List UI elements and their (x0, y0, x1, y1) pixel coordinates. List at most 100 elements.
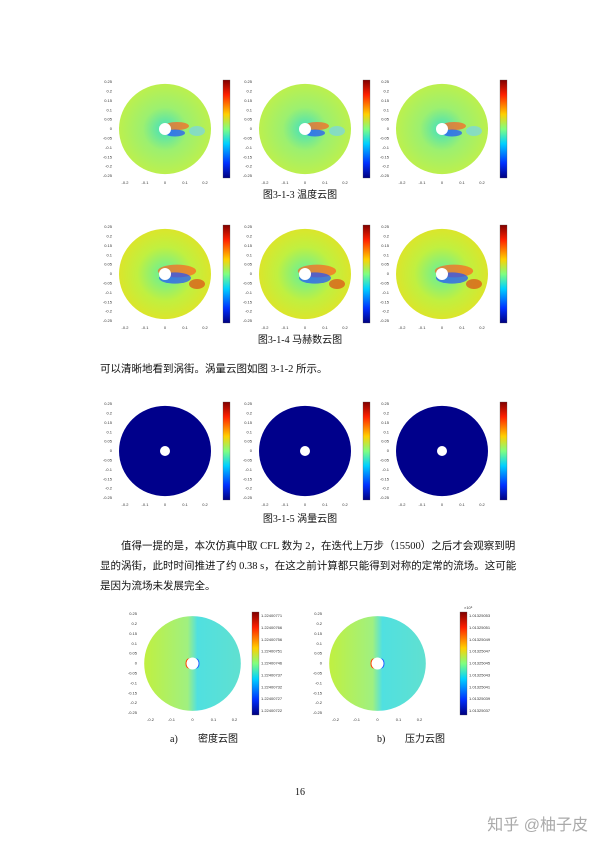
x-tick-label: 0.2 (417, 717, 423, 722)
body-text: 显的涡街，此时时间推进了约 0.38 s，在这之前计算都只能得到对称的定常的流场… (100, 559, 517, 572)
y-tick-label: -0.05 (243, 280, 253, 285)
colorbar (222, 401, 231, 501)
y-tick-label: -0.1 (382, 145, 390, 150)
y-tick-label: -0.05 (380, 457, 390, 462)
y-tick-label: 0.25 (129, 611, 138, 616)
x-tick-label: -0.1 (282, 325, 290, 330)
x-tick-label: 0.2 (202, 325, 208, 330)
subfigure-caption: 压力云图 (405, 732, 445, 745)
x-tick-label: 0.1 (322, 502, 328, 507)
figure-caption: 图3-1-5 涡量云图 (263, 513, 337, 525)
x-tick-label: 0 (304, 325, 307, 330)
y-tick-label: -0.2 (245, 309, 253, 314)
x-tick-label: 0.1 (459, 502, 465, 507)
colorbar-label: 1.22400746 (261, 661, 283, 666)
y-tick-label: -0.25 (128, 710, 138, 715)
colorbar-label: 1.01325039 (469, 696, 491, 701)
y-tick-label: 0.2 (383, 410, 389, 415)
y-tick-label: 0.25 (314, 611, 323, 616)
colorbar-label: 1.01325047 (469, 649, 491, 654)
y-tick-label: 0.15 (314, 631, 323, 636)
y-tick-label: -0.15 (243, 154, 253, 159)
y-tick-label: -0.05 (103, 280, 113, 285)
y-tick-label: -0.05 (380, 280, 390, 285)
x-tick-label: -0.1 (419, 325, 427, 330)
x-tick-label: 0.2 (479, 325, 485, 330)
y-tick-label: -0.15 (103, 299, 113, 304)
y-tick-label: 0 (110, 126, 113, 131)
y-tick-label: -0.15 (128, 690, 138, 695)
colorbar-label: 1.01325041 (469, 684, 491, 689)
y-tick-label: 0.1 (246, 107, 252, 112)
contour-plot: 0.25 0.2 0.15 0.1 0.05 0 -0.05 -0.1 -0.15 -0.2 -0.… (103, 401, 231, 507)
y-tick-label: 0.2 (383, 88, 389, 93)
x-tick-label: 0 (164, 180, 167, 185)
figure-caption: 图3-1-3 温度云图 (263, 188, 337, 201)
x-tick-label: -0.2 (399, 502, 407, 507)
y-tick-label: -0.2 (382, 164, 390, 169)
x-tick-label: -0.1 (419, 502, 427, 507)
y-tick-label: 0.15 (244, 243, 253, 248)
y-tick-label: 0.1 (383, 107, 389, 112)
x-tick-label: 0.1 (459, 180, 465, 185)
y-tick-label: -0.05 (103, 135, 113, 140)
y-tick-label: 0.15 (244, 98, 253, 103)
y-tick-label: 0.15 (104, 243, 113, 248)
colorbar (362, 401, 371, 501)
y-tick-label: 0.05 (381, 117, 390, 122)
x-tick-label: -0.1 (168, 717, 176, 722)
x-tick-label: 0.2 (479, 502, 485, 507)
x-tick-label: -0.1 (419, 180, 427, 185)
x-tick-label: 0.1 (322, 180, 328, 185)
x-tick-label: -0.2 (399, 180, 407, 185)
y-tick-label: -0.05 (103, 457, 113, 462)
y-tick-label: -0.15 (243, 299, 253, 304)
x-tick-label: 0.2 (202, 180, 208, 185)
x-tick-label: 0.1 (459, 325, 465, 330)
y-tick-label: -0.2 (245, 164, 253, 169)
x-tick-label: -0.2 (147, 717, 155, 722)
watermark: 知乎 @柚子皮 (487, 816, 588, 834)
x-tick-label: 0 (304, 180, 307, 185)
y-tick-label: 0.25 (104, 401, 113, 406)
y-tick-label: -0.2 (105, 164, 113, 169)
y-tick-label: -0.1 (315, 680, 323, 685)
x-tick-label: 0 (441, 325, 444, 330)
y-tick-label: 0.25 (381, 79, 390, 84)
y-tick-label: -0.1 (245, 145, 253, 150)
y-tick-label: -0.25 (380, 318, 390, 323)
x-tick-label: -0.2 (262, 325, 270, 330)
cylinder (299, 268, 311, 280)
y-tick-label: 0.2 (246, 410, 252, 415)
y-tick-label: -0.25 (103, 318, 113, 323)
y-tick-label: 0.1 (316, 641, 322, 646)
x-tick-label: -0.2 (262, 180, 270, 185)
y-tick-label: 0 (250, 448, 253, 453)
y-tick-label: 0.05 (244, 439, 253, 444)
y-tick-label: 0.25 (244, 401, 253, 406)
y-tick-label: 0.25 (381, 224, 390, 229)
y-tick-label: 0.25 (381, 401, 390, 406)
x-tick-label: -0.1 (282, 502, 290, 507)
x-tick-label: 0.2 (342, 180, 348, 185)
cylinder (437, 446, 447, 456)
x-tick-label: -0.2 (122, 325, 130, 330)
wake-tail (329, 126, 345, 136)
y-tick-label: 0.05 (104, 117, 113, 122)
y-tick-label: -0.15 (103, 154, 113, 159)
y-tick-label: -0.15 (380, 476, 390, 481)
wake-tail (189, 126, 205, 136)
y-tick-label: -0.05 (243, 135, 253, 140)
figure-caption: 图3-1-4 马赫数云图 (258, 333, 342, 346)
colorbar (222, 224, 231, 324)
colorbar-label: 1.01325053 (469, 613, 491, 618)
y-tick-label: 0 (135, 661, 138, 666)
y-tick-label: 0.1 (106, 252, 112, 257)
colorbar (499, 79, 508, 179)
contour-plot: 0.25 0.2 0.15 0.1 0.05 0 -0.05 -0.1 -0.15 -0.2 -0.… (103, 224, 231, 330)
contour-plot: 0.25 0.2 0.15 0.1 0.05 0 -0.05 -0.1 -0.15 -0.2 -0.… (128, 611, 283, 722)
colorbar-label: 1.22400732 (261, 684, 283, 689)
wake-high (165, 122, 189, 130)
x-tick-label: 0 (376, 717, 379, 722)
page-number: 16 (295, 787, 305, 798)
